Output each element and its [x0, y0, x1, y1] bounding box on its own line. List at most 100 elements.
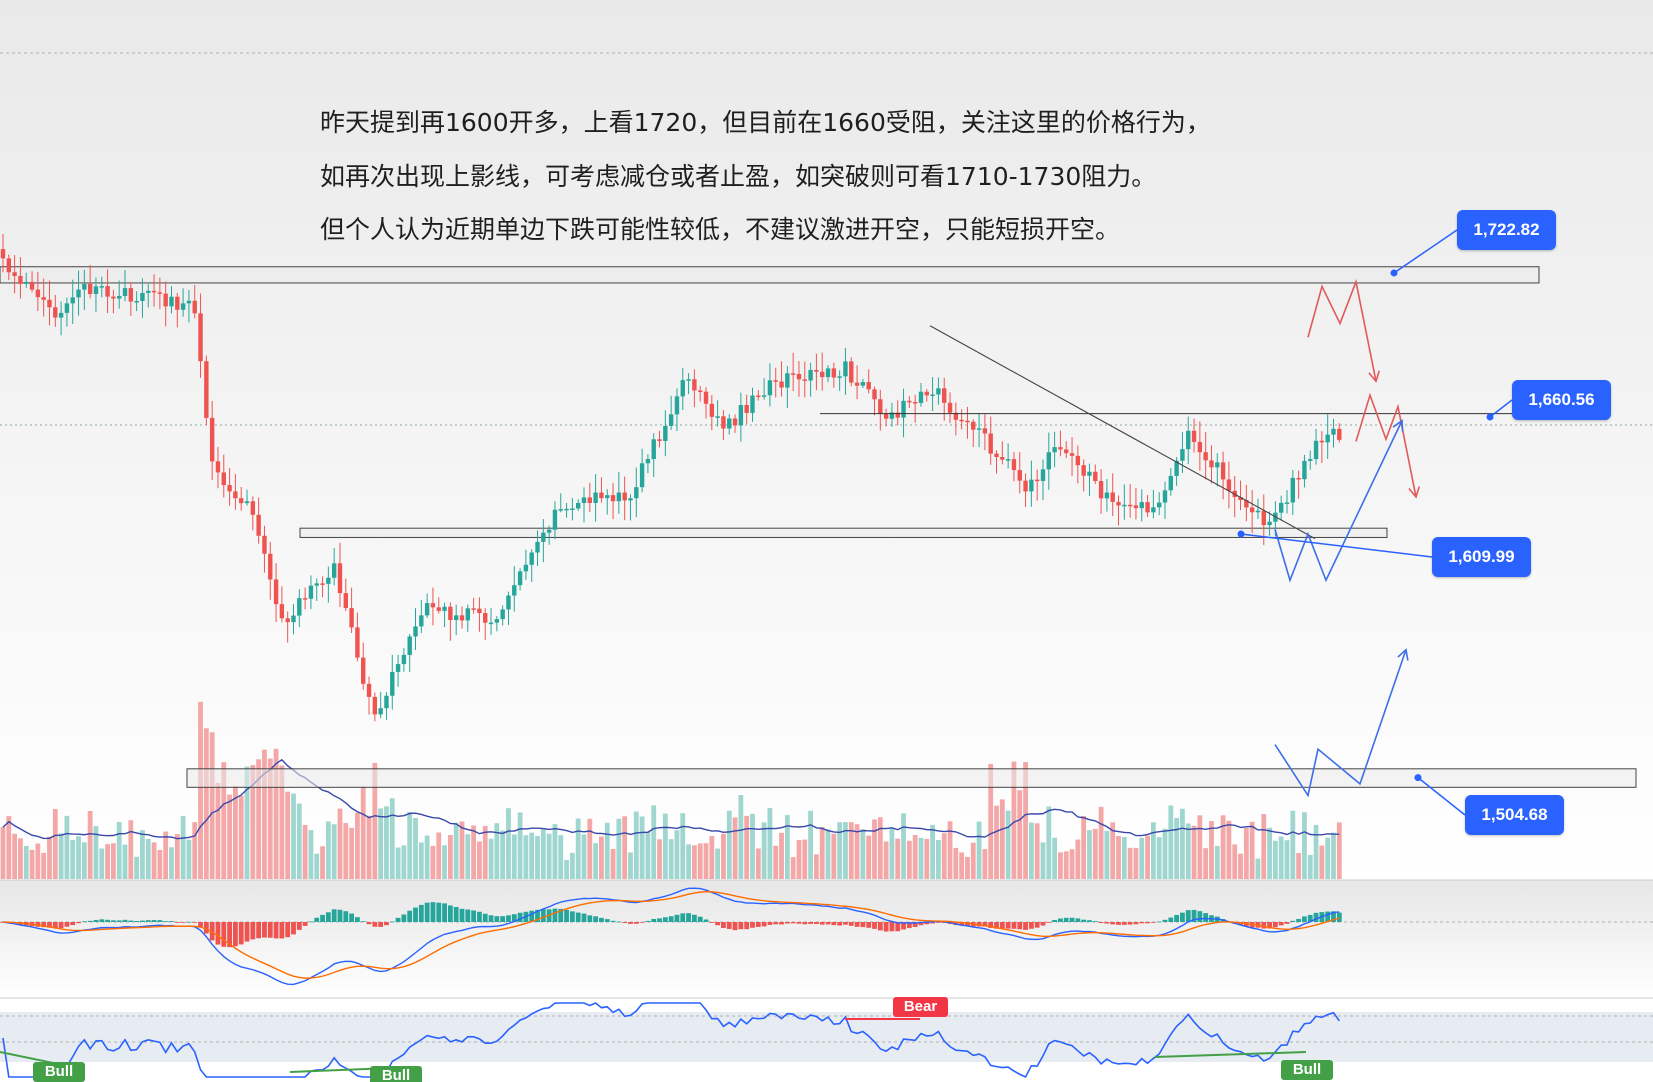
candle-body — [407, 636, 412, 655]
candle-body — [820, 371, 825, 378]
candle-body — [1279, 502, 1284, 513]
candle-body — [157, 292, 163, 294]
macd-histogram-bar — [1034, 922, 1040, 928]
volume-bar — [1203, 848, 1209, 879]
candle-body — [947, 402, 953, 413]
candle-body — [343, 593, 348, 609]
volume-bar — [691, 845, 697, 879]
candle-body — [1156, 502, 1162, 508]
macd-histogram-bar — [1098, 922, 1104, 924]
macd-histogram-bar — [76, 922, 81, 924]
volume-bar — [140, 830, 145, 879]
macd-histogram-bar — [732, 922, 738, 931]
volume-bar — [575, 818, 581, 879]
macd-histogram-bar — [657, 918, 662, 922]
candle-body — [430, 603, 436, 608]
volume-bar — [668, 839, 674, 879]
candle-body — [53, 307, 58, 318]
candle-body — [1337, 428, 1342, 440]
projection-arrowhead — [1397, 648, 1409, 661]
volume-bar — [6, 816, 12, 879]
volume-bar — [1238, 853, 1243, 879]
macd-histogram-bar — [1110, 922, 1116, 925]
volume-bar — [87, 810, 93, 879]
macd-histogram-bar — [134, 920, 140, 922]
macd-histogram-bar — [779, 922, 784, 925]
macd-histogram-bar — [407, 910, 413, 922]
candle-body — [744, 405, 749, 413]
volume-bars — [0, 701, 1342, 879]
macd-histogram-bar — [116, 920, 122, 922]
macd-histogram-bar — [1185, 910, 1191, 922]
candle-body — [1215, 462, 1220, 468]
volume-bar — [1220, 815, 1226, 879]
macd-histogram-bar — [889, 922, 895, 932]
macd-histogram-bar — [1040, 922, 1046, 926]
label-connector — [1489, 399, 1513, 418]
volume-bar — [29, 849, 35, 879]
candle-body — [901, 400, 906, 418]
macd-histogram-bar — [843, 922, 848, 925]
volume-bar — [1214, 845, 1220, 879]
candle-body — [331, 563, 337, 578]
volume-bar — [1034, 823, 1040, 879]
volume-bar — [308, 830, 314, 879]
candle-body — [552, 509, 558, 530]
volume-bar — [755, 848, 761, 879]
candle-body — [1244, 500, 1249, 508]
candle-body — [1180, 449, 1185, 461]
macd-histogram-bar — [906, 922, 912, 929]
macd-histogram-bar — [430, 902, 436, 922]
volume-ma-line — [2, 758, 1340, 840]
macd-histogram-bar — [784, 922, 790, 924]
bull-divergence-line — [1154, 1051, 1307, 1058]
candle-body — [1308, 459, 1313, 461]
candle-body — [465, 608, 470, 621]
candle-body — [674, 396, 680, 415]
candle-body — [756, 395, 761, 398]
candle-body — [390, 671, 395, 696]
candle-body — [448, 606, 453, 621]
candle-body — [959, 419, 964, 422]
candle-body — [785, 373, 790, 388]
candle-body — [47, 299, 52, 308]
candle-body — [1017, 470, 1022, 481]
volume-bar — [779, 832, 784, 879]
macd-histogram-bar — [912, 922, 918, 927]
volume-bar — [430, 845, 436, 879]
candlesticks — [0, 233, 1342, 722]
volume-bar — [1302, 812, 1307, 879]
price-label-1660[interactable]: 1,660.56 — [1512, 380, 1611, 420]
macd-histogram-bar — [1307, 914, 1313, 922]
volume-bar — [12, 833, 18, 879]
volume-bar — [1075, 839, 1081, 879]
volume-bar — [1255, 858, 1261, 879]
macd-histogram-bar — [291, 922, 296, 935]
macd-histogram-bar — [1058, 918, 1063, 922]
macd-histogram-bar — [122, 919, 128, 922]
volume-bar — [936, 839, 941, 879]
volume-bar — [23, 845, 29, 879]
price-label-1504[interactable]: 1,504.68 — [1465, 795, 1564, 835]
candle-body — [976, 428, 982, 430]
price-label-1609[interactable]: 1,609.99 — [1432, 537, 1531, 577]
macd-histogram-bar — [680, 913, 686, 922]
candle-body — [1005, 459, 1011, 461]
macd-histogram-bar — [244, 922, 250, 942]
macd-histogram-bar — [709, 922, 715, 923]
macd-histogram-bar — [418, 904, 424, 922]
macd-histogram-bar — [511, 914, 517, 922]
macd-histogram-bar — [477, 911, 482, 922]
volume-bar — [808, 810, 813, 879]
volume-bar — [1023, 762, 1028, 879]
candle-body — [361, 657, 366, 684]
macd-histogram-bar — [540, 909, 546, 922]
candle-body — [262, 535, 267, 554]
macd-histogram-bar — [796, 922, 802, 924]
candle-body — [831, 368, 837, 378]
price-label-1722[interactable]: 1,722.82 — [1457, 210, 1556, 250]
macd-histogram-bar — [447, 905, 453, 922]
macd-histogram-bar — [994, 922, 999, 929]
macd-histogram-bar — [767, 922, 773, 925]
macd-histogram-bar — [697, 916, 703, 922]
